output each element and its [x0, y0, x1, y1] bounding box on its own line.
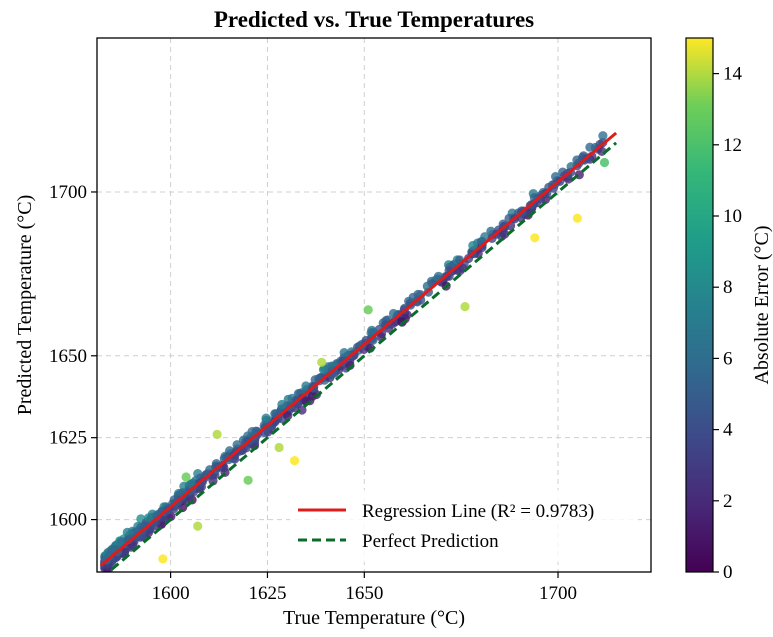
scatter-point-outlier — [290, 456, 300, 466]
scatter-point-outlier — [181, 472, 191, 482]
scatter-point — [318, 365, 329, 375]
regression-line — [99, 131, 618, 567]
y-tick-label: 1600 — [49, 510, 87, 531]
scatter-point — [585, 142, 595, 152]
chart-title: Predicted vs. True Temperatures — [214, 7, 534, 32]
scatter-point — [277, 399, 287, 410]
scatter-point-outlier — [530, 233, 540, 243]
colorbar-tick-label: 2 — [723, 491, 733, 512]
scatter-point-outlier — [460, 302, 470, 312]
x-tick-label: 1625 — [248, 583, 286, 604]
scatter-point — [283, 411, 293, 421]
scatter-point-outlier — [572, 213, 583, 223]
scatter-point-outlier — [193, 521, 203, 531]
scatter-point-outlier — [158, 554, 168, 564]
y-axis-ticks: 1600 1625 1650 1700 — [49, 182, 97, 531]
scatter-point — [388, 308, 399, 319]
scatter-point — [307, 391, 318, 401]
plot-frame — [96, 37, 652, 573]
y-tick-label: 1625 — [49, 428, 87, 449]
legend-box — [290, 490, 638, 562]
colorbar-ticks: 0 2 4 6 8 10 12 14 — [713, 64, 743, 583]
x-tick-label: 1650 — [345, 583, 383, 604]
scatter-point-outlier — [212, 429, 222, 439]
colorbar-gradient — [685, 37, 714, 573]
perfect-prediction-line — [106, 141, 618, 572]
scatter-point-outlier — [274, 442, 284, 453]
colorbar-tick-label: 8 — [723, 277, 733, 298]
scatter-point — [339, 348, 349, 358]
colorbar-label: Absolute Error (°C) — [751, 225, 773, 384]
y-tick-label: 1650 — [49, 346, 87, 367]
legend: Regression Line (R² = 0.9783) Perfect Pr… — [290, 490, 638, 562]
scatter-point-outlier — [363, 305, 373, 315]
colorbar-tick-label: 4 — [723, 420, 733, 441]
x-tick-label: 1700 — [539, 583, 577, 604]
fit-lines — [99, 131, 618, 572]
scatter-point-outlier — [599, 157, 610, 168]
colorbar-tick-label: 14 — [723, 64, 743, 85]
x-tick-label: 1600 — [152, 583, 190, 604]
scatter-point-outlier — [243, 475, 253, 485]
scatter-point — [468, 240, 478, 251]
y-tick-label: 1700 — [49, 182, 87, 203]
x-axis-ticks: 1600 1625 1650 1700 — [152, 572, 577, 604]
colorbar-tick-label: 0 — [723, 562, 733, 583]
colorbar-tick-label: 6 — [723, 348, 733, 369]
legend-perfect-label: Perfect Prediction — [362, 531, 499, 552]
scatter-point — [261, 413, 271, 423]
scatter-point-outlier — [317, 357, 327, 367]
y-axis-label: Predicted Temperature (°C) — [14, 195, 36, 416]
legend-regression-label: Regression Line (R² = 0.9783) — [362, 501, 594, 522]
colorbar: 0 2 4 6 8 10 12 14 Absolute Error (°C) — [685, 37, 773, 583]
colorbar-tick-label: 12 — [723, 135, 742, 156]
x-axis-label: True Temperature (°C) — [283, 607, 465, 629]
colorbar-tick-label: 10 — [723, 206, 742, 227]
scatter-point — [598, 131, 608, 141]
